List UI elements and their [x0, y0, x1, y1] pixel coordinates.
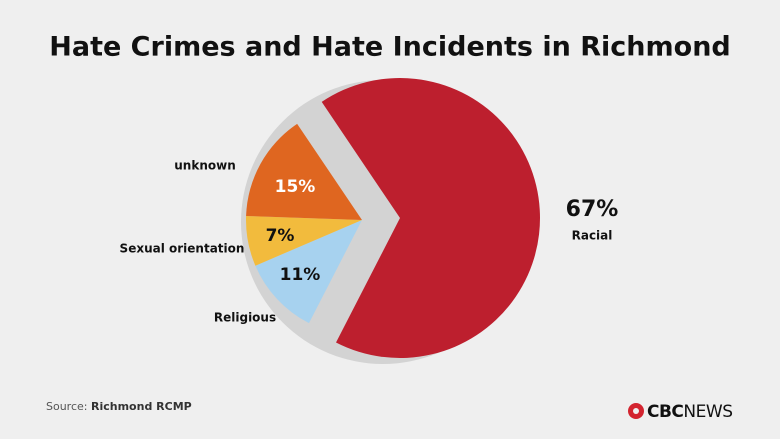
logo: CBCNEWS	[628, 402, 733, 422]
slice-label: Sexual orientation	[120, 242, 245, 256]
source: Source: Richmond RCMP	[46, 400, 192, 413]
slice-label: Religious	[214, 311, 276, 325]
slice-label: unknown	[174, 159, 235, 173]
source-label: Source:	[46, 400, 88, 413]
logo-cbc: CBC	[647, 402, 683, 422]
logo-gem-center	[633, 408, 639, 414]
pie-slice	[246, 123, 362, 220]
value-label: 15%	[275, 177, 316, 197]
slice-label: Racial	[572, 229, 613, 243]
pie-slice	[321, 78, 540, 358]
logo-text: CBCNEWS	[647, 402, 732, 422]
source-name: Richmond RCMP	[91, 400, 192, 413]
pie-slice	[246, 215, 362, 266]
value-label: 67%	[566, 197, 619, 222]
chart-title: Hate Crimes and Hate Incidents in Richmo…	[49, 32, 731, 63]
value-label: 11%	[280, 265, 321, 285]
value-label: 7%	[266, 226, 295, 246]
pie-slice	[255, 220, 362, 324]
logo-news: NEWS	[683, 402, 732, 422]
